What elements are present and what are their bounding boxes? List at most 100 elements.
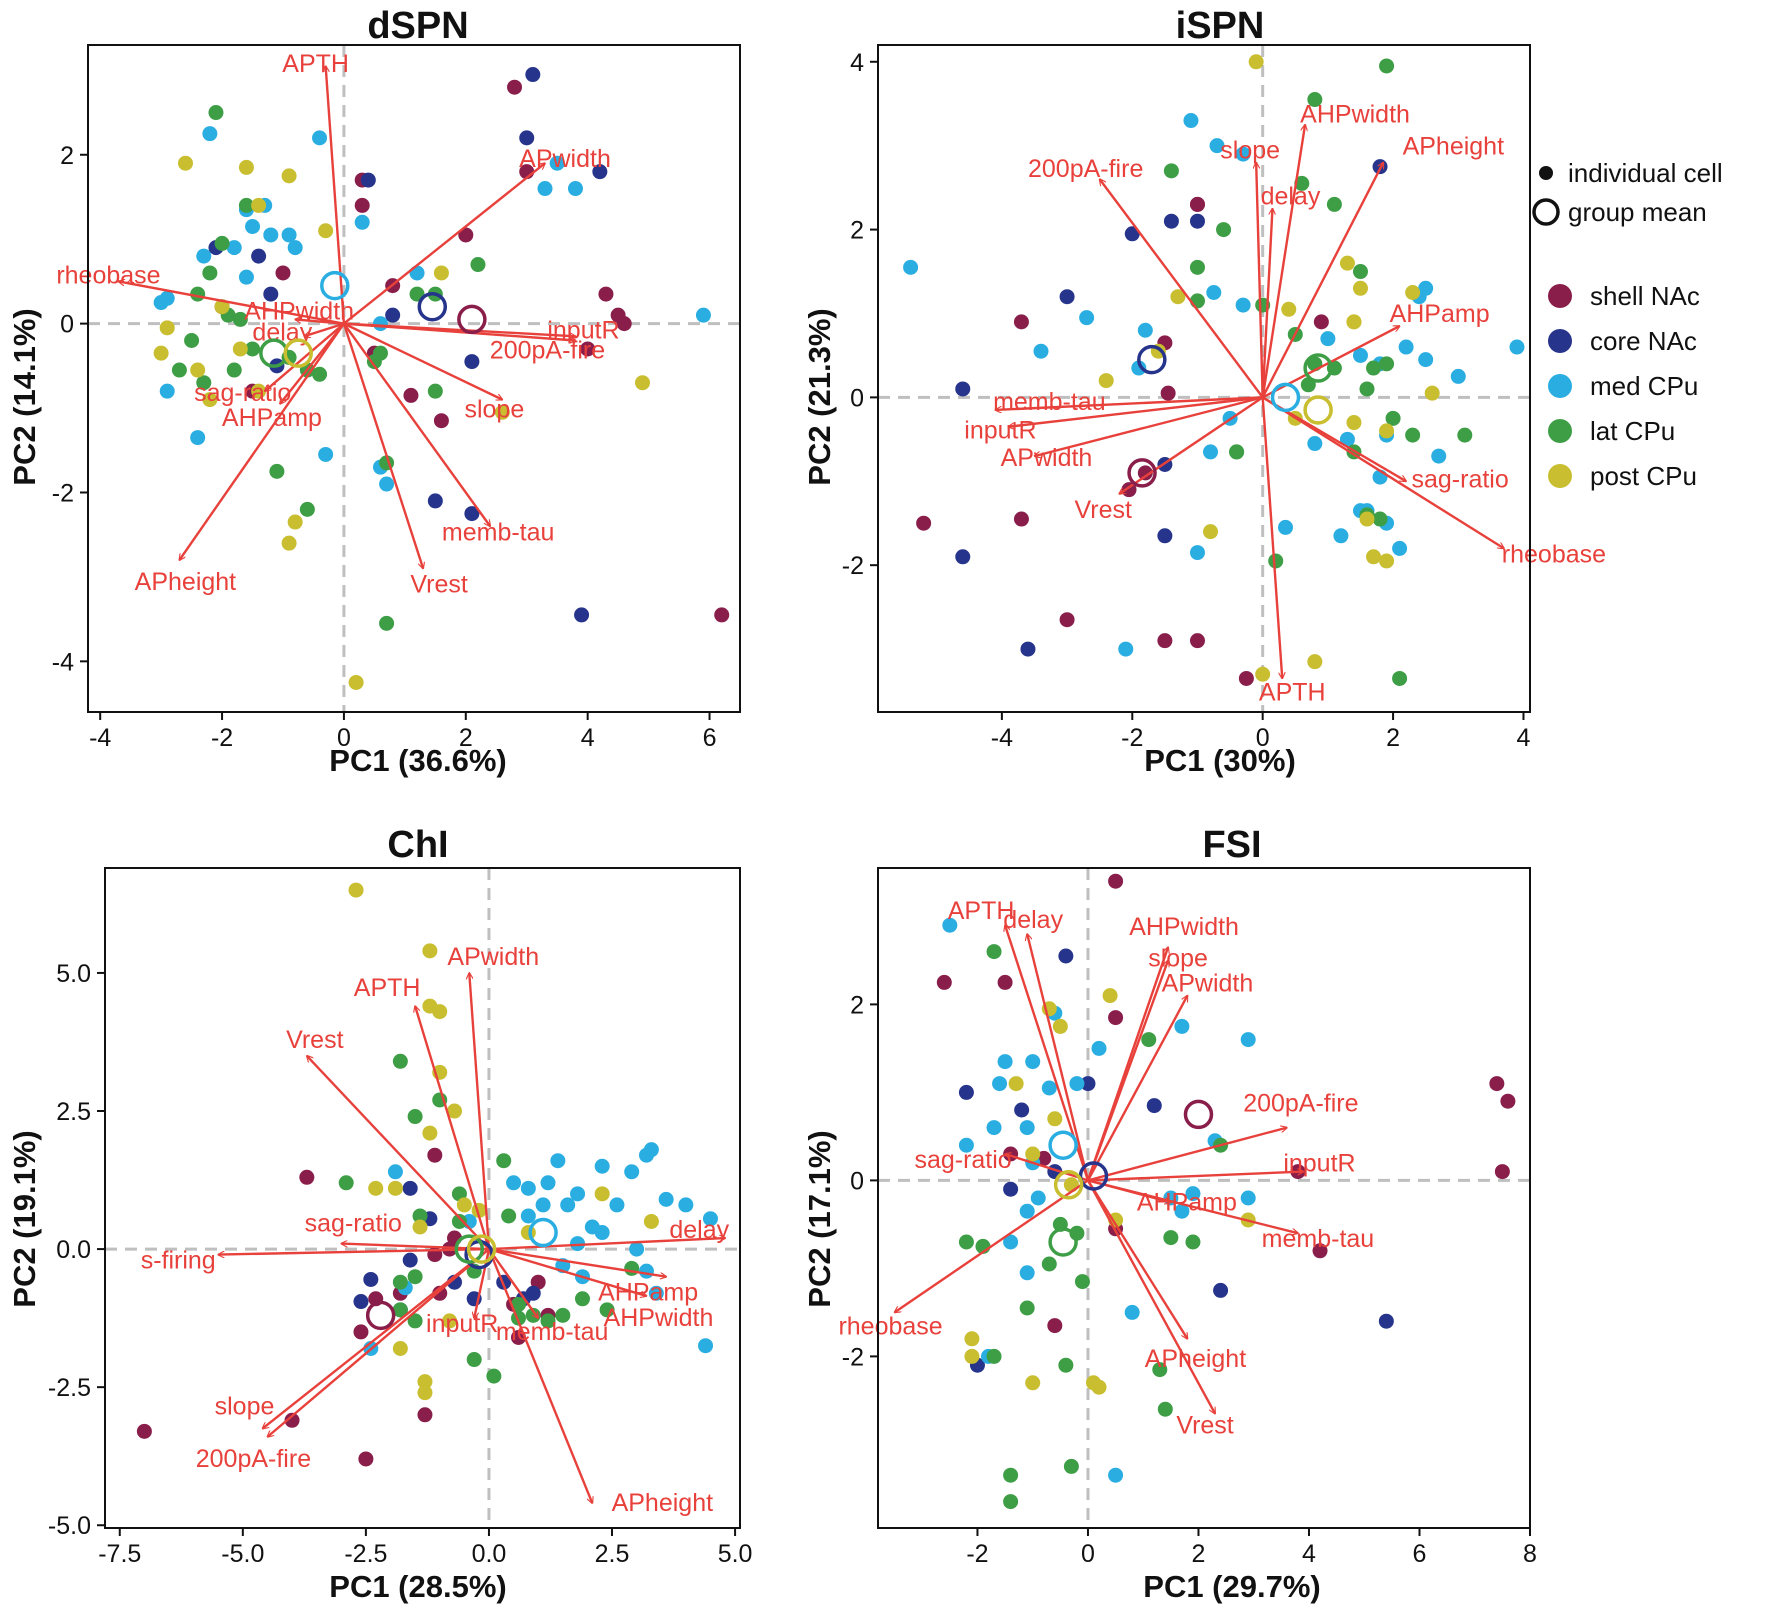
cell-point bbox=[1307, 654, 1323, 670]
y-tick-label: 0 bbox=[850, 384, 864, 412]
loading-label: APwidth bbox=[447, 943, 539, 971]
cell-point bbox=[1047, 1111, 1063, 1127]
cell-point bbox=[1209, 138, 1225, 154]
cell-point bbox=[318, 223, 334, 239]
loading-arrow bbox=[1086, 1179, 1187, 1338]
legend-label: core NAc bbox=[1590, 326, 1697, 356]
loading-label: delay bbox=[1261, 183, 1321, 211]
cell-point bbox=[1352, 264, 1368, 280]
loading-label: s-firing bbox=[141, 1247, 216, 1275]
loading-arrow bbox=[488, 1247, 666, 1277]
cell-point bbox=[702, 1211, 718, 1227]
cell-point bbox=[486, 1368, 502, 1384]
cell-point bbox=[550, 1153, 566, 1169]
cell-point bbox=[594, 1186, 610, 1202]
loading-arrow bbox=[1034, 396, 1263, 456]
y-tick-label: 5.0 bbox=[56, 960, 91, 988]
group-mean-marker bbox=[1053, 1170, 1084, 1200]
cell-point bbox=[555, 1307, 571, 1323]
loading-arrow bbox=[1262, 396, 1504, 548]
y-tick-label: -2 bbox=[842, 1343, 864, 1371]
cell-point bbox=[412, 1208, 428, 1224]
cell-point bbox=[1235, 146, 1251, 162]
legend-label: individual cell bbox=[1568, 158, 1723, 188]
x-tick-label: 4 bbox=[581, 724, 595, 752]
loading-arrow bbox=[342, 323, 423, 569]
cell-point bbox=[446, 1103, 462, 1119]
cell-point bbox=[407, 1269, 423, 1285]
cell-point bbox=[695, 307, 711, 323]
cell-point bbox=[594, 1225, 610, 1241]
cell-point bbox=[466, 1352, 482, 1368]
cell-point bbox=[658, 1191, 674, 1207]
cell-point bbox=[520, 1208, 536, 1224]
legend-open-circle-marker bbox=[1532, 198, 1560, 226]
cell-point bbox=[1203, 444, 1219, 460]
cell-point bbox=[1163, 1230, 1179, 1246]
group-mean-marker bbox=[1048, 1130, 1078, 1160]
y-axis-label: PC2 (19.1%) bbox=[7, 1130, 42, 1307]
loading-label: slope bbox=[215, 1393, 275, 1421]
cell-point bbox=[1235, 297, 1251, 313]
cell-point bbox=[1431, 448, 1447, 464]
cell-point bbox=[1379, 58, 1395, 74]
cell-point bbox=[1163, 163, 1179, 179]
cell-point bbox=[1352, 280, 1368, 296]
cell-point bbox=[570, 1186, 586, 1202]
loading-arrow bbox=[1086, 996, 1189, 1181]
y-tick-label: -2 bbox=[842, 552, 864, 580]
loading-label: Vrest bbox=[410, 570, 467, 598]
cell-point bbox=[287, 514, 303, 530]
cell-point bbox=[599, 1302, 615, 1318]
cell-point bbox=[540, 1313, 556, 1329]
cell-point bbox=[402, 1252, 418, 1268]
cell-point bbox=[1278, 519, 1293, 535]
loading-label: delay bbox=[669, 1216, 729, 1244]
group-means bbox=[1048, 1099, 1214, 1257]
loading-label: memb-tau bbox=[993, 388, 1106, 416]
cell-point bbox=[1124, 226, 1140, 242]
cell-point bbox=[1174, 1203, 1190, 1219]
y-tick-label: -2 bbox=[52, 479, 74, 507]
cell-point bbox=[1346, 415, 1362, 431]
x-axis-label: PC1 (28.5%) bbox=[329, 1569, 506, 1604]
y-tick-label: -5.0 bbox=[48, 1512, 91, 1540]
y-tick-label: -4 bbox=[52, 648, 74, 676]
cell-point bbox=[1160, 385, 1176, 401]
cell-point bbox=[1131, 360, 1147, 376]
panel-ispn: iSPN AHPwidth APheight 200pA-fire slope dela… bbox=[802, 5, 1606, 778]
cell-point bbox=[903, 259, 919, 275]
loading-arrow bbox=[265, 322, 345, 392]
loading-label: slope bbox=[1220, 136, 1280, 164]
loading-arrow bbox=[1261, 397, 1283, 678]
cell-point bbox=[392, 1341, 408, 1357]
loading-arrow bbox=[343, 163, 545, 325]
loading-arrow bbox=[343, 322, 502, 401]
loading-label: AHPwidth bbox=[244, 297, 354, 325]
group-means bbox=[1127, 344, 1333, 488]
plot-frame bbox=[877, 867, 1531, 1529]
plot-area: APwidth APTH Vrest sag-ratio s-firing delay AH… bbox=[48, 867, 752, 1568]
cell-point bbox=[281, 227, 297, 243]
y-axis-label: PC2 (17.1%) bbox=[802, 1130, 837, 1307]
legend-dot-marker bbox=[1539, 166, 1553, 180]
cell-point bbox=[226, 240, 242, 256]
cell-point bbox=[1146, 1098, 1162, 1114]
legend-groups: shell NAc core NAc med CPu lat CPu post CPu bbox=[1548, 281, 1700, 491]
loading-arrow bbox=[307, 1056, 490, 1250]
cell-point bbox=[1020, 641, 1036, 657]
cell-point bbox=[638, 1263, 654, 1279]
group-means bbox=[365, 1217, 558, 1331]
cell-point bbox=[202, 126, 218, 142]
cell-point bbox=[1240, 1190, 1256, 1206]
loading-label: memb-tau bbox=[496, 1318, 609, 1346]
cell-point bbox=[354, 214, 370, 230]
legend-swatch bbox=[1548, 464, 1572, 488]
cell-point bbox=[643, 1213, 659, 1229]
loading-arrow bbox=[1087, 1128, 1287, 1182]
loading-vectors: APwidth APTH Vrest sag-ratio s-firing delay AH… bbox=[141, 943, 730, 1517]
cell-point bbox=[1418, 352, 1434, 368]
group-mean-marker bbox=[1183, 1099, 1214, 1130]
cell-point bbox=[936, 974, 952, 990]
